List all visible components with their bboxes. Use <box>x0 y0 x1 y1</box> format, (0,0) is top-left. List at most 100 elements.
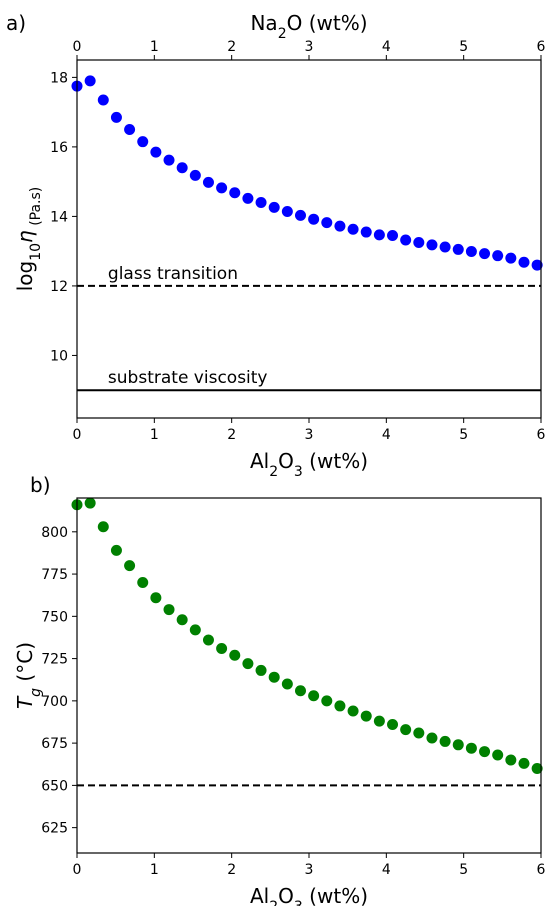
data-point <box>492 250 504 262</box>
data-point <box>242 658 254 670</box>
y-axis-label-part-3: (Pa.s) <box>28 187 44 231</box>
y-tick-label: 12 <box>50 279 68 295</box>
data-point <box>400 234 412 246</box>
x-tick-label: 1 <box>150 427 159 443</box>
x-tick-label: 5 <box>459 862 468 878</box>
y-tick-label: 650 <box>41 778 68 794</box>
data-point <box>452 243 464 255</box>
data-point <box>294 209 306 221</box>
x-axis-label: Al2O3 (wt%) <box>250 449 368 480</box>
x-axis-label-part-2: O <box>278 449 294 473</box>
data-point <box>479 746 491 758</box>
data-point <box>347 223 359 235</box>
y-tick-label: 800 <box>41 525 68 541</box>
panel-label: a) <box>6 11 26 35</box>
data-point <box>110 544 122 556</box>
x-tick-label: 4 <box>382 427 391 443</box>
data-point <box>505 754 517 766</box>
data-point <box>465 742 477 754</box>
y-tick-label: 725 <box>41 652 68 668</box>
data-point <box>387 230 399 242</box>
y-tick-label: 625 <box>41 821 68 837</box>
data-point <box>360 226 372 238</box>
y-tick-label: 16 <box>50 140 68 156</box>
data-point <box>268 671 280 683</box>
data-point <box>150 146 162 158</box>
data-point <box>202 634 214 646</box>
top-x-axis-label-part-0: Na <box>250 11 277 35</box>
data-point <box>321 217 333 229</box>
top-x-axis-label-part-2: O (wt%) <box>287 11 368 35</box>
data-point <box>360 710 372 722</box>
data-point <box>308 690 320 702</box>
data-point <box>387 719 399 731</box>
data-point <box>334 220 346 232</box>
y-tick-label: 750 <box>41 609 68 625</box>
data-point <box>373 715 385 727</box>
y-axis-label: Tg (°C) <box>13 642 44 709</box>
data-point <box>255 197 267 209</box>
x-tick-label: 6 <box>537 427 546 443</box>
y-tick-label: 675 <box>41 736 68 752</box>
x-axis-label-part-0: Al <box>250 884 269 906</box>
x-axis-label-part-3: 3 <box>294 464 303 480</box>
data-point <box>242 192 254 204</box>
data-point <box>439 241 451 253</box>
y-tick-label: 18 <box>50 70 68 86</box>
data-point <box>84 75 96 87</box>
top-x-tick-label: 5 <box>459 39 468 55</box>
data-point <box>334 700 346 712</box>
data-point <box>479 248 491 260</box>
top-x-axis-label: Na2O (wt%) <box>250 11 367 42</box>
data-point <box>216 182 228 194</box>
data-point <box>176 162 188 174</box>
data-point <box>347 705 359 717</box>
data-point <box>176 614 188 626</box>
y-tick-label: 10 <box>50 348 68 364</box>
reference-line-label: substrate viscosity <box>108 368 268 388</box>
data-point <box>492 749 504 761</box>
x-tick-label: 4 <box>382 862 391 878</box>
x-tick-label: 5 <box>459 427 468 443</box>
x-axis-label-part-2: O <box>278 884 294 906</box>
x-tick-label: 2 <box>227 427 236 443</box>
x-axis-label: Al2O3 (wt%) <box>250 884 368 906</box>
data-point <box>137 136 149 148</box>
data-point <box>531 762 543 774</box>
top-x-tick-label: 1 <box>150 39 159 55</box>
data-point <box>150 592 162 604</box>
x-axis-label-part-4: (wt%) <box>303 449 368 473</box>
data-point <box>124 560 136 572</box>
data-point <box>531 259 543 271</box>
data-point <box>465 246 477 258</box>
data-point <box>321 695 333 707</box>
data-point <box>400 724 412 736</box>
x-axis-label-part-1: 2 <box>269 464 278 480</box>
data-point <box>373 229 385 241</box>
y-axis-label-part-2: (°C) <box>13 642 37 688</box>
top-x-tick-label: 6 <box>537 39 546 55</box>
x-tick-label: 1 <box>150 862 159 878</box>
data-point <box>137 577 149 589</box>
data-point <box>413 236 425 248</box>
y-axis-label: log10η (Pa.s) <box>13 187 44 292</box>
plot-frame <box>76 497 542 854</box>
x-axis-label-part-3: 3 <box>294 899 303 906</box>
data-point <box>452 739 464 751</box>
data-point <box>439 735 451 747</box>
top-x-tick-label: 0 <box>73 39 82 55</box>
y-axis-label-part-1: 10 <box>28 243 44 261</box>
data-point <box>294 685 306 697</box>
y-axis-label-part-1: g <box>28 688 44 697</box>
data-point <box>505 252 517 264</box>
data-point <box>413 727 425 739</box>
data-point <box>97 94 109 106</box>
x-axis-label-part-1: 2 <box>269 899 278 906</box>
x-tick-label: 6 <box>537 862 546 878</box>
top-x-tick-label: 2 <box>227 39 236 55</box>
data-point <box>216 642 228 654</box>
x-tick-label: 3 <box>305 427 314 443</box>
data-point <box>281 206 293 218</box>
